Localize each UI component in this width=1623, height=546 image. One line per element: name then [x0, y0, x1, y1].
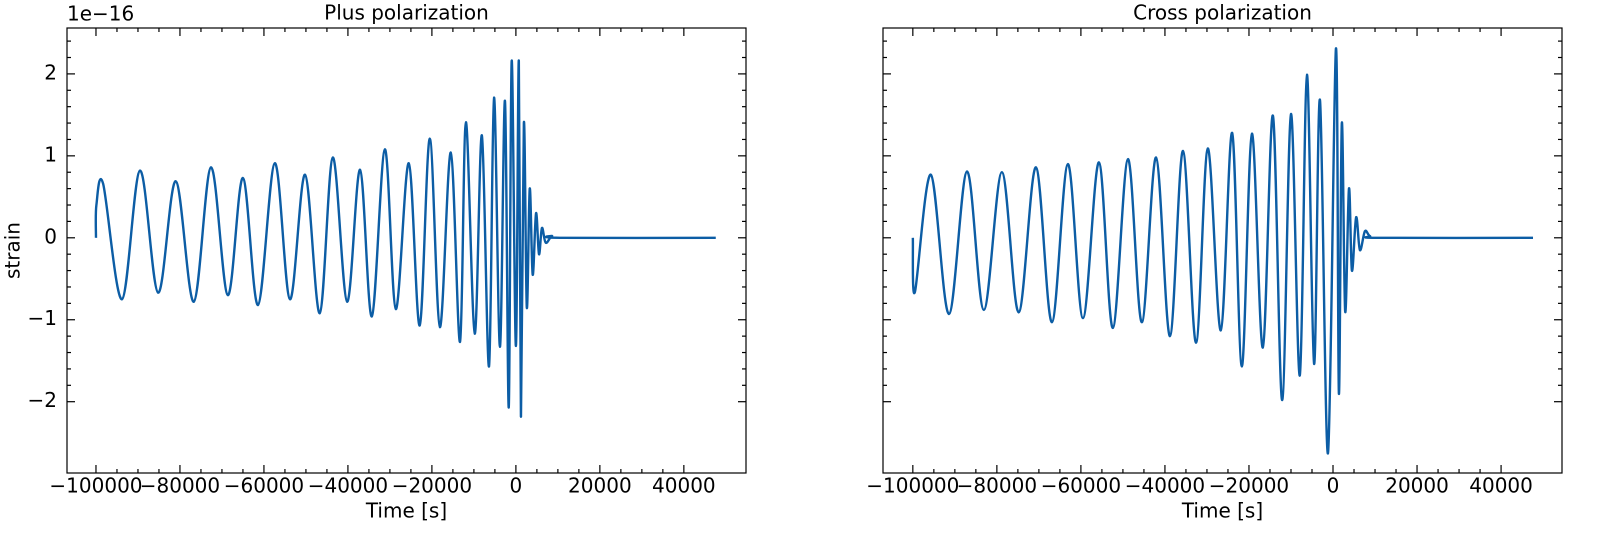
y-tick-label: 2: [44, 60, 57, 84]
y-tick-label: −2: [28, 388, 57, 412]
x-tick-label: −20000: [392, 474, 472, 498]
x-axis-label: Time [s]: [365, 499, 447, 523]
y-tick-label: 0: [44, 224, 57, 248]
x-tick-label: −80000: [957, 474, 1037, 498]
offset-text: 1e−16: [67, 2, 134, 26]
x-tick-label: −60000: [1041, 474, 1121, 498]
x-tick-label: −100000: [49, 474, 142, 498]
chart-title: Plus polarization: [324, 1, 489, 25]
y-tick-label: 1: [44, 142, 57, 166]
x-tick-label: 40000: [652, 474, 716, 498]
x-tick-label: 0: [510, 474, 523, 498]
y-axis-label: strain: [1, 222, 25, 279]
x-tick-label: −80000: [140, 474, 220, 498]
x-tick-label: 40000: [1469, 474, 1533, 498]
plot-frame: [66, 27, 747, 474]
x-tick-label: −20000: [1209, 474, 1289, 498]
plot-frame: [882, 27, 1563, 474]
x-axis-label: Time [s]: [1181, 499, 1263, 523]
x-tick-label: 20000: [1385, 474, 1449, 498]
x-tick-label: −100000: [866, 474, 959, 498]
data-line: [94, 59, 716, 418]
x-tick-label: −40000: [1125, 474, 1205, 498]
data-line: [911, 47, 1534, 455]
chart-title: Cross polarization: [1133, 1, 1312, 25]
y-tick-label: −1: [28, 306, 57, 330]
x-tick-label: 20000: [568, 474, 632, 498]
x-tick-label: −60000: [224, 474, 304, 498]
x-tick-label: −40000: [308, 474, 388, 498]
x-tick-label: 0: [1327, 474, 1340, 498]
